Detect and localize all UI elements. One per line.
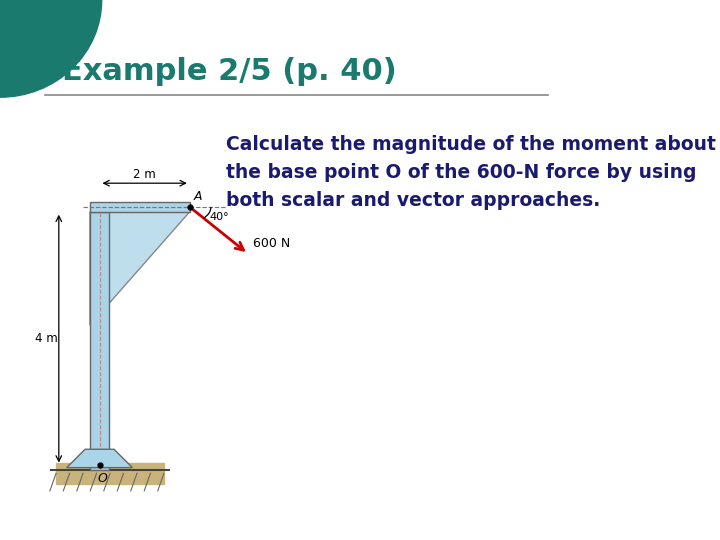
Bar — [56, 463, 164, 484]
Text: Calculate the magnitude of the moment about
the base point O of the 600-N force : Calculate the magnitude of the moment ab… — [226, 135, 716, 210]
Text: Example 2/5 (p. 40): Example 2/5 (p. 40) — [62, 57, 397, 86]
Text: O: O — [97, 471, 107, 485]
Text: 4 m: 4 m — [35, 332, 58, 345]
Text: 40°: 40° — [210, 212, 229, 222]
Circle shape — [0, 0, 102, 97]
Text: 600 N: 600 N — [253, 238, 290, 251]
Polygon shape — [90, 212, 189, 325]
Bar — [90, 202, 189, 212]
Bar — [90, 212, 109, 470]
Text: 2 m: 2 m — [133, 168, 156, 181]
Polygon shape — [67, 449, 132, 468]
Text: A: A — [194, 191, 202, 204]
